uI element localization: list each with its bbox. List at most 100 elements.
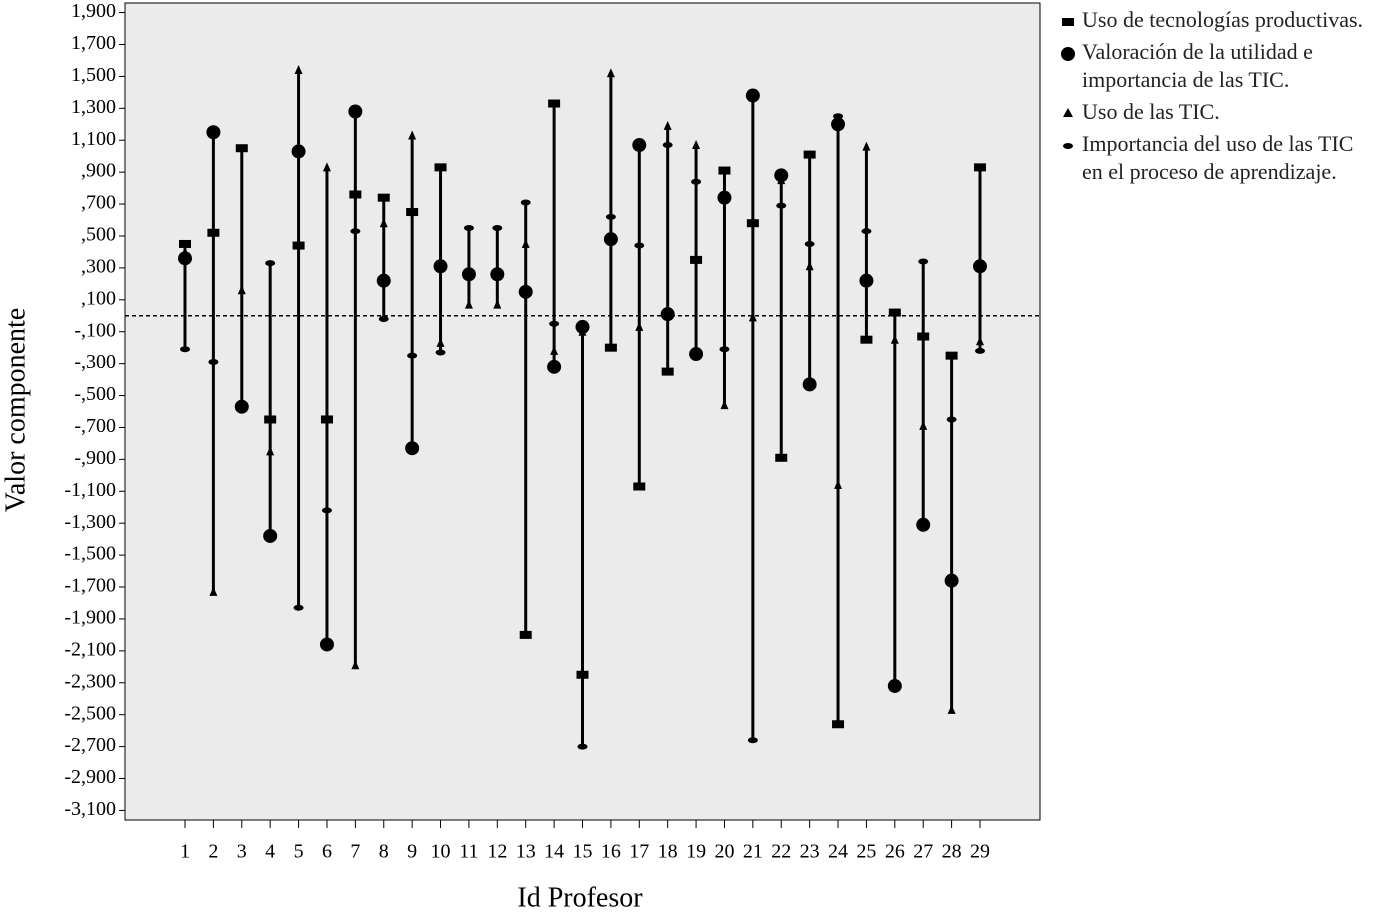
x-tick-label: 19	[686, 841, 706, 863]
marker-square	[746, 219, 759, 228]
marker-triangle	[976, 336, 984, 346]
marker-square	[434, 163, 447, 172]
marker-triangle	[919, 420, 928, 430]
x-tick-label: 12	[487, 841, 507, 863]
x-tick-label: 3	[237, 841, 247, 863]
marker-triangle	[493, 299, 502, 309]
marker-square	[803, 150, 816, 159]
y-tick-label: -1,100	[64, 479, 116, 501]
x-tick-label: 23	[800, 841, 820, 863]
marker-dash	[208, 359, 219, 366]
x-axis-title: Id Profesor	[517, 882, 643, 913]
marker-triangle	[351, 660, 360, 670]
marker-square	[320, 415, 333, 424]
x-tick-label: 26	[885, 841, 905, 863]
marker-circle	[689, 347, 704, 362]
y-tick-label: 1,100	[71, 128, 116, 150]
marker-square	[974, 163, 986, 172]
marker-circle	[291, 144, 306, 159]
marker-dash	[634, 242, 645, 249]
y-tick-label: 1,900	[71, 0, 116, 22]
marker-circle	[319, 637, 334, 652]
x-tick-label: 4	[265, 841, 275, 863]
marker-circle	[263, 528, 278, 543]
marker-circle	[745, 88, 760, 103]
marker-square	[264, 415, 277, 424]
marker-triangle	[663, 120, 672, 130]
marker-triangle	[436, 337, 445, 347]
marker-square	[832, 720, 845, 729]
marker-circle	[603, 232, 618, 247]
marker-dash	[350, 228, 361, 235]
marker-triangle	[720, 400, 729, 410]
x-tick-label: 10	[431, 841, 451, 863]
legend-label: Uso de las TIC.	[1082, 99, 1220, 124]
x-tick-label: 13	[516, 841, 536, 863]
legend-entry: Uso de las TIC.	[1060, 98, 1375, 126]
marker-dash	[776, 202, 787, 209]
y-tick-label: -1,900	[64, 607, 116, 629]
marker-square	[945, 351, 958, 360]
marker-circle	[916, 517, 931, 532]
y-tick-label: -2,500	[64, 702, 116, 724]
y-axis-title: Valor componente	[0, 308, 31, 513]
x-tick-label: 15	[573, 841, 593, 863]
y-tick-label: ,100	[81, 287, 116, 309]
marker-square	[917, 332, 930, 341]
marker-triangle	[550, 345, 559, 355]
y-tick-label: ,700	[81, 192, 116, 214]
y-tick-label: -2,900	[64, 766, 116, 788]
marker-triangle	[464, 299, 473, 309]
y-tick-label: -2,100	[64, 638, 116, 660]
marker-circle	[547, 359, 562, 374]
marker-dash	[265, 260, 276, 267]
marker-dash	[435, 349, 446, 356]
x-tick-label: 11	[459, 841, 478, 863]
marker-dash	[719, 346, 730, 353]
marker-dash	[889, 309, 900, 316]
legend-marker	[1060, 6, 1082, 34]
y-tick-label: -,500	[74, 383, 116, 405]
marker-square	[377, 193, 390, 202]
marker-square	[775, 453, 788, 462]
y-tick-label: 1,300	[71, 96, 116, 118]
marker-dash	[861, 228, 872, 235]
legend-label: Uso de tecnologías productivas.	[1082, 7, 1364, 32]
legend-marker	[1060, 98, 1082, 126]
y-tick-label: 1,500	[71, 64, 116, 86]
x-tick-label: 5	[294, 841, 304, 863]
marker-dash	[549, 320, 560, 327]
marker-triangle	[521, 238, 530, 248]
marker-circle	[461, 267, 476, 282]
marker-triangle	[862, 141, 871, 151]
marker-triangle	[379, 218, 388, 228]
marker-dash	[293, 604, 304, 611]
x-tick-label: 9	[407, 841, 417, 863]
marker-triangle	[266, 446, 275, 456]
marker-circle	[944, 573, 959, 588]
marker-dash	[747, 737, 758, 744]
marker-triangle	[606, 68, 615, 78]
marker-dash	[520, 199, 531, 206]
legend-marker	[1060, 38, 1082, 66]
marker-triangle	[805, 261, 814, 271]
legend-label: Valoración de la utilidad e importancia …	[1082, 39, 1313, 92]
marker-square	[661, 367, 674, 376]
x-tick-label: 21	[743, 841, 763, 863]
marker-triangle	[322, 162, 331, 172]
legend-marker	[1060, 130, 1082, 158]
y-tick-label: -1,500	[64, 543, 116, 565]
marker-triangle	[890, 334, 899, 344]
marker-dash	[236, 400, 247, 407]
marker-dash	[691, 178, 702, 185]
x-tick-label: 29	[970, 841, 990, 863]
marker-triangle	[635, 321, 644, 331]
marker-square	[718, 166, 731, 175]
legend-entry: Valoración de la utilidad e importancia …	[1060, 38, 1375, 94]
y-tick-label: -2,700	[64, 734, 116, 756]
x-tick-label: 17	[629, 841, 649, 863]
marker-dash	[975, 347, 985, 354]
marker-triangle	[181, 246, 189, 256]
